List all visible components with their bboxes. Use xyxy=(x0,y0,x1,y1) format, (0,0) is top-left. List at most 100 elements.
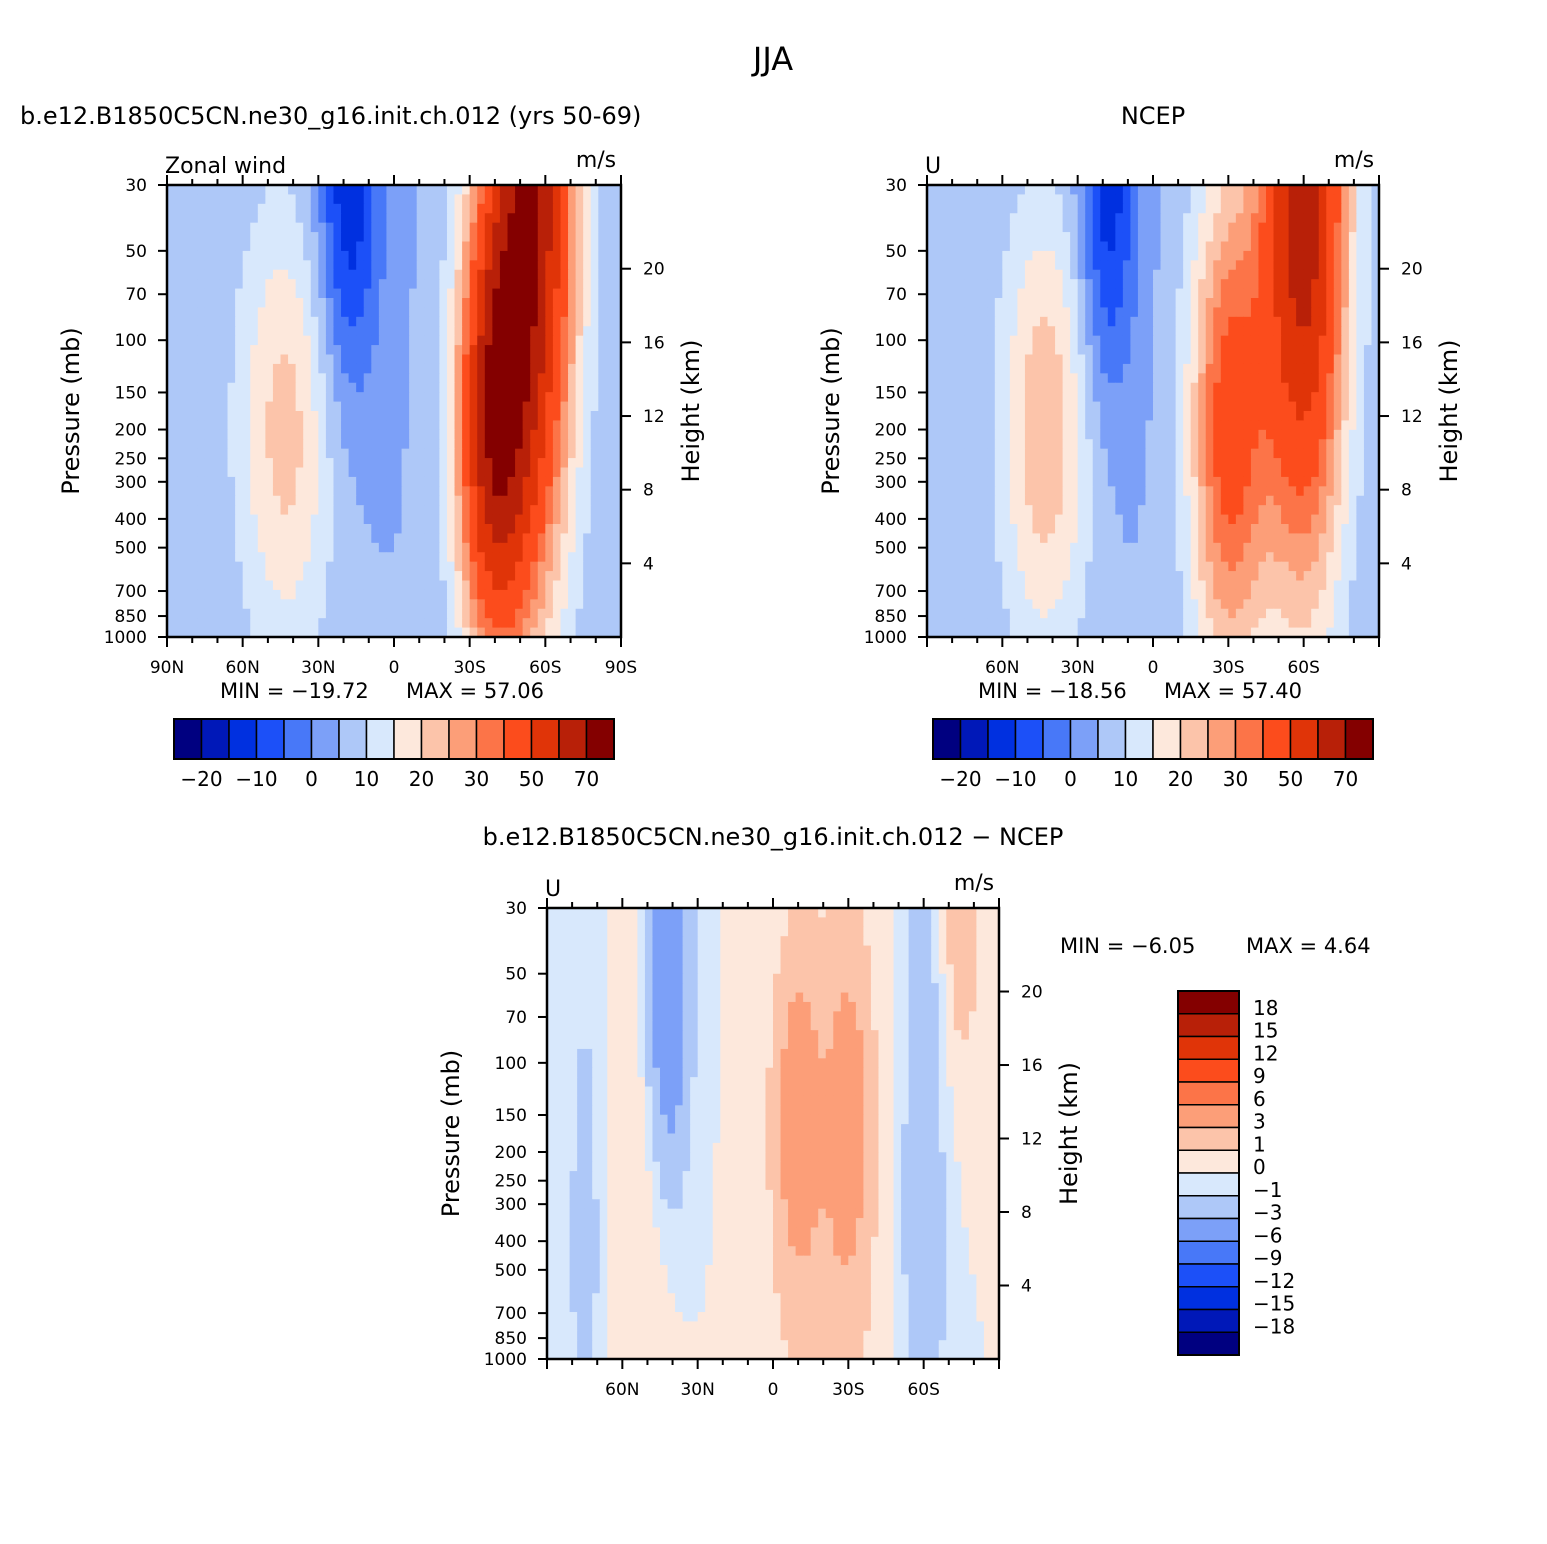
contour-cell xyxy=(325,392,335,403)
contour-cell xyxy=(1024,241,1034,252)
lat-tick-label: 30N xyxy=(301,658,335,678)
height-tick-label: 16 xyxy=(643,333,665,353)
contour-cell xyxy=(583,392,592,403)
contour-cell xyxy=(1122,467,1131,478)
contour-cell xyxy=(613,533,621,544)
contour-cell xyxy=(378,279,388,290)
contour-cell xyxy=(189,345,198,356)
contour-cell xyxy=(598,429,607,440)
contour-cell xyxy=(462,260,471,271)
contour-cell xyxy=(598,552,607,563)
contour-cell xyxy=(1190,345,1199,356)
contour-cell xyxy=(1175,316,1184,327)
contour-cell xyxy=(1055,476,1064,487)
contour-cell xyxy=(394,260,403,271)
contour-cell xyxy=(994,373,1003,384)
contour-cell xyxy=(575,363,584,374)
contour-cell xyxy=(197,429,206,440)
contour-cell xyxy=(371,373,380,384)
contour-cell xyxy=(469,213,478,224)
contour-cell xyxy=(182,467,191,478)
contour-cell xyxy=(957,382,966,393)
contour-cell xyxy=(957,260,966,271)
contour-cell xyxy=(979,373,988,384)
contour-cell xyxy=(1047,288,1056,299)
contour-cell xyxy=(1047,401,1056,412)
contour-cell xyxy=(431,316,440,327)
contour-cell xyxy=(1024,213,1034,224)
contour-cell xyxy=(394,222,403,233)
contour-cell xyxy=(568,232,577,243)
contour-cell xyxy=(318,363,327,374)
contour-cell xyxy=(1085,288,1094,299)
contour-cell xyxy=(1303,260,1312,271)
contour-cell xyxy=(1228,401,1237,412)
contour-cell xyxy=(378,533,388,544)
contour-cell xyxy=(492,392,501,403)
contour-cell xyxy=(235,429,244,440)
contour-cell xyxy=(454,608,463,619)
contour-cell xyxy=(530,185,539,196)
contour-cell xyxy=(288,495,297,506)
contour-cell xyxy=(942,260,951,271)
contour-cell xyxy=(371,298,380,309)
contour-cell xyxy=(454,514,463,525)
contour-cell xyxy=(303,382,312,393)
contour-cell xyxy=(575,382,584,393)
contour-cell xyxy=(575,335,584,346)
contour-cell xyxy=(1070,411,1079,422)
contour-cell xyxy=(409,608,418,619)
contour-cell xyxy=(1243,298,1252,309)
contour-cell xyxy=(492,203,501,214)
contour-cell xyxy=(522,439,531,450)
contour-cell xyxy=(295,599,304,610)
contour-cell xyxy=(1266,420,1275,431)
contour-cell xyxy=(348,269,357,280)
contour-cell xyxy=(272,250,282,261)
contour-cell xyxy=(356,250,365,261)
contour-cell xyxy=(431,373,440,384)
contour-cell xyxy=(363,363,372,374)
contour-cell xyxy=(1213,401,1222,412)
contour-cell xyxy=(1341,458,1350,469)
contour-cell xyxy=(416,279,425,290)
contour-cell xyxy=(182,213,191,224)
contour-cell xyxy=(1153,260,1162,271)
contour-cell xyxy=(1055,345,1064,356)
contour-cell xyxy=(994,467,1003,478)
contour-cell xyxy=(303,411,312,422)
contour-cell xyxy=(462,448,471,459)
contour-cell xyxy=(333,298,342,309)
contour-cell xyxy=(227,382,236,393)
contour-cell xyxy=(265,429,274,440)
contour-cell xyxy=(1266,486,1275,497)
contour-cell xyxy=(1145,269,1154,280)
contour-cell xyxy=(318,326,327,337)
contour-cell xyxy=(484,401,493,412)
contour-cell xyxy=(401,552,410,563)
contour-cell xyxy=(1115,354,1124,365)
contour-cell xyxy=(1107,269,1116,280)
contour-cell xyxy=(1326,222,1335,233)
contour-cell xyxy=(590,279,599,290)
contour-cell xyxy=(560,363,569,374)
contour-cell xyxy=(1160,392,1169,403)
contour-cell xyxy=(189,392,198,403)
contour-cell xyxy=(1009,420,1018,431)
contour-cell xyxy=(1363,185,1373,196)
contour-cell xyxy=(1062,411,1071,422)
contour-cell xyxy=(1100,279,1109,290)
contour-cell xyxy=(348,250,357,261)
contour-cell xyxy=(1371,392,1379,403)
contour-cell xyxy=(424,505,433,516)
contour-cell xyxy=(1296,411,1305,422)
contour-cell xyxy=(1100,288,1109,299)
contour-cell xyxy=(197,467,206,478)
contour-cell xyxy=(934,213,943,224)
contour-cell xyxy=(1213,345,1222,356)
contour-cell xyxy=(356,222,365,233)
contour-cell xyxy=(1047,439,1056,450)
contour-cell xyxy=(416,213,425,224)
contour-cell xyxy=(1205,382,1214,393)
contour-cell xyxy=(394,429,403,440)
